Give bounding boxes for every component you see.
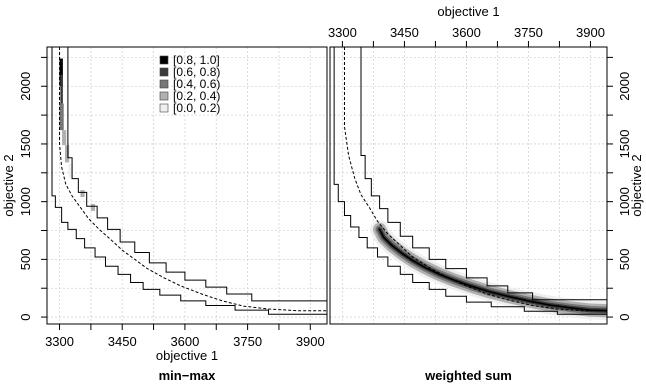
density-cell (60, 74, 63, 104)
left-plot-frame (46, 46, 328, 325)
density-cell (90, 203, 96, 211)
worst-attainment-line (360, 47, 607, 301)
legend-swatch (159, 55, 169, 65)
right-density-band (370, 220, 607, 321)
median-attainment-line (343, 47, 607, 312)
x-tick-label: 3450 (108, 334, 137, 349)
right-y-axis-title: objective 2 (629, 154, 644, 216)
y-tick-label: 1000 (18, 187, 33, 216)
legend-label: [0.0, 0.2) (173, 101, 220, 115)
worst-attainment-line (67, 47, 327, 302)
right-y-ticks: 0 500 1000 1500 2000 (607, 56, 632, 321)
left-y-axis-title: objective 2 (1, 154, 16, 216)
legend-swatch (159, 91, 169, 101)
legend: [0.8, 1.0][0.6, 0.8)[0.4, 0.6)[0.2, 0.4)… (159, 53, 220, 115)
right-panel-title: weighted sum (424, 368, 512, 383)
legend-label: [0.8, 1.0] (173, 53, 220, 67)
y-tick-label: 2000 (18, 72, 33, 101)
y-tick-label: 500 (18, 249, 33, 271)
left-x-ticks: 3300 3450 3600 3750 3900 (45, 324, 325, 349)
density-cell (59, 58, 63, 87)
left-panel-title: min−max (159, 368, 216, 383)
x-tick-label: 3750 (233, 334, 262, 349)
median-attainment-line (59, 47, 327, 312)
right-attainment-lines (333, 47, 607, 315)
legend-swatch (159, 103, 169, 113)
left-x-axis-title: objective 1 (156, 348, 218, 363)
x-tick-label: 3900 (576, 25, 605, 40)
x-tick-label: 3300 (328, 25, 357, 40)
x-tick-label: 3600 (170, 334, 199, 349)
right-x-ticks: 3300 3450 3600 3750 3900 (328, 25, 607, 48)
best-attainment-line (51, 47, 327, 315)
y-tick-label: 1500 (617, 129, 632, 158)
x-tick-label: 3300 (45, 334, 74, 349)
y-tick-label: 1500 (18, 129, 33, 158)
density-cell (64, 145, 70, 163)
best-attainment-line (333, 47, 607, 315)
legend-swatch (159, 79, 169, 89)
right-panel: 3300 3450 3600 3750 3900 0 500 1000 1500 2000 ob… (328, 4, 644, 383)
left-y-ticks: 0 500 1000 1500 2000 (18, 56, 47, 321)
density-cell (80, 190, 85, 198)
left-attainment-lines (51, 47, 327, 315)
density-cell (62, 130, 67, 146)
density-cell (68, 163, 73, 178)
density-band-layer (378, 228, 607, 312)
x-tick-label: 3750 (514, 25, 543, 40)
legend-label: [0.2, 0.4) (173, 89, 220, 103)
density-cell (59, 103, 64, 131)
y-tick-label: 2000 (617, 72, 632, 101)
legend-swatch (159, 67, 169, 77)
y-tick-label: 0 (18, 313, 33, 320)
legend-label: [0.4, 0.6) (173, 77, 220, 91)
x-tick-label: 3600 (452, 25, 481, 40)
x-tick-label: 3450 (390, 25, 419, 40)
y-tick-label: 500 (617, 249, 632, 271)
x-tick-label: 3900 (296, 334, 325, 349)
legend-label: [0.6, 0.8) (173, 65, 220, 79)
y-tick-label: 0 (617, 313, 632, 320)
right-x-axis-title: objective 1 (437, 4, 499, 19)
y-tick-label: 1000 (617, 187, 632, 216)
left-grid (47, 47, 327, 324)
left-density-cells (59, 58, 96, 211)
left-panel: 3300 3450 3600 3750 3900 0 500 1000 1500 2000 ob… (1, 46, 328, 383)
